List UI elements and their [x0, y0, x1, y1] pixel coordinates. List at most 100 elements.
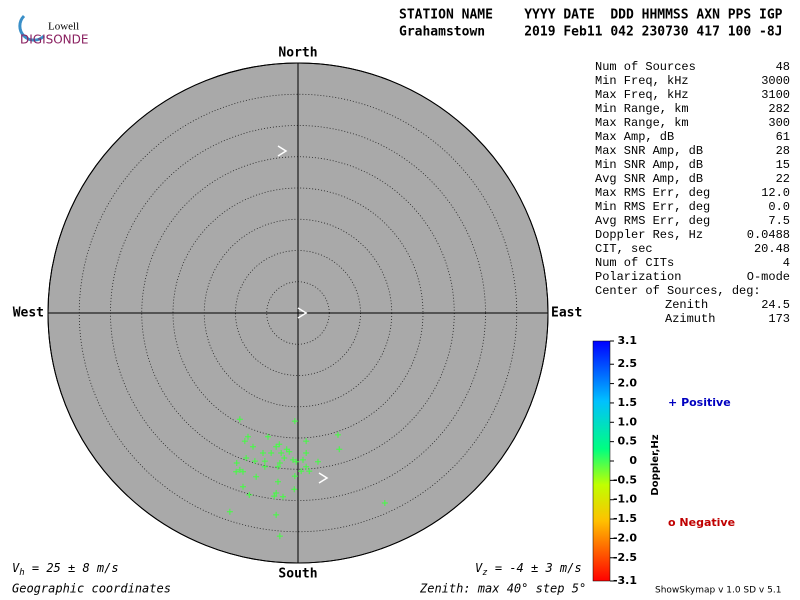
source-point	[253, 473, 260, 480]
colorbar-tick-label: -2.5	[613, 551, 637, 564]
source-point	[335, 431, 341, 438]
colorbar-tick-label: -2.0	[613, 531, 637, 544]
stat-label: Max Range, km	[595, 116, 689, 130]
source-point	[233, 468, 240, 475]
source-point	[243, 455, 250, 461]
stat-value: 22	[776, 172, 790, 186]
stat-value: 3100	[761, 88, 790, 102]
stat-value: 0.0488	[747, 228, 790, 242]
vh-text: Vh = 25 ± 8 m/s	[12, 561, 119, 578]
source-point	[250, 443, 256, 450]
direction-marker	[297, 307, 308, 319]
source-point	[291, 418, 298, 425]
source-point	[240, 483, 246, 490]
stat-label: Min Range, km	[595, 102, 689, 116]
source-point	[261, 463, 268, 470]
source-point	[300, 456, 306, 463]
stat-label: Max SNR Amp, dB	[595, 144, 703, 158]
colorbar-tick-label: 3.1	[618, 334, 638, 347]
source-point	[303, 438, 310, 445]
stat-label: Avg SNR Amp, dB	[595, 172, 703, 186]
source-point	[233, 460, 240, 466]
source-point	[336, 446, 343, 453]
source-point	[298, 468, 305, 475]
colorbar-tick-label: 0.5	[618, 435, 638, 448]
stat-value: 7.5	[768, 214, 790, 228]
source-point	[278, 450, 285, 456]
source-point	[226, 508, 233, 515]
dir-west: West	[13, 306, 44, 321]
stat-label: Zenith	[665, 298, 708, 312]
header-line: STATION NAME YYYY DATE DDD HHMMSS AXN PP…	[399, 8, 783, 23]
source-point	[280, 493, 286, 500]
source-point	[281, 455, 288, 461]
colorbar-title: Doppler,Hz	[650, 434, 661, 495]
stat-value: 20.48	[754, 242, 790, 256]
legend-positive: + Positive	[668, 396, 731, 409]
source-point	[276, 533, 283, 540]
stat-value: 173	[768, 312, 790, 326]
colorbar-tick-label: 2.5	[618, 357, 638, 370]
source-point	[273, 511, 280, 518]
stat-label: Min Freq, kHz	[595, 74, 689, 88]
coords-text: Geographic coordinates	[12, 582, 171, 596]
source-point	[381, 500, 388, 506]
source-point	[303, 450, 310, 456]
source-point	[286, 448, 293, 455]
stat-label: Num of Sources	[595, 60, 696, 74]
dir-east: East	[551, 306, 582, 321]
source-point	[236, 416, 243, 423]
source-point	[275, 478, 281, 485]
source-point	[273, 443, 280, 450]
source-point	[240, 468, 246, 475]
colorbar-tick-label: -1.5	[613, 512, 637, 525]
source-point	[251, 458, 258, 465]
source-point	[236, 466, 243, 473]
legend-negative: o Negative	[668, 516, 735, 529]
colorbar-tick-label: 1.0	[618, 415, 638, 428]
source-point	[241, 438, 248, 445]
stat-label: Avg RMS Err, deg	[595, 214, 710, 228]
colorbar-tick-label: -1.0	[613, 493, 637, 506]
colorbar-tick-label: 1.5	[618, 396, 638, 409]
colorbar-tick-label: -0.5	[613, 473, 637, 486]
stat-value: 12.0	[761, 186, 790, 200]
stat-label: Azimuth	[665, 312, 715, 326]
stat-value: 61	[776, 130, 790, 144]
stat-value: 300	[768, 116, 790, 130]
zenith-text: Zenith: max 40° step 5°	[419, 582, 586, 596]
source-point	[275, 463, 281, 470]
direction-marker	[318, 472, 329, 484]
source-point	[276, 460, 283, 466]
source-point	[290, 456, 296, 463]
stat-label: Min RMS Err, deg	[595, 200, 710, 214]
stat-value: 28	[776, 144, 790, 158]
colorbar	[592, 340, 611, 582]
stat-label: CIT, sec	[595, 242, 653, 256]
stat-label: Min SNR Amp, dB	[595, 158, 703, 172]
stat-value: 0.0	[768, 200, 790, 214]
source-point	[291, 486, 298, 493]
source-point	[260, 450, 266, 456]
source-point	[246, 491, 253, 498]
stat-value: 15	[776, 158, 790, 172]
stat-value: 24.5	[761, 298, 790, 312]
vz-text: Vz = -4 ± 3 m/s	[475, 561, 582, 578]
logo-top: Lowell	[48, 21, 79, 33]
colorbar-tick-label: 0	[629, 454, 637, 467]
source-point	[291, 473, 298, 480]
logo-arc	[18, 14, 46, 42]
stat-label: Polarization	[595, 270, 681, 284]
source-point	[271, 493, 278, 500]
stat-value: 4	[783, 256, 790, 270]
version-text: ShowSkymap v 1.0 SD v 5.1	[655, 586, 781, 596]
source-point	[245, 433, 251, 440]
stat-value: O-mode	[747, 270, 790, 284]
header-line: Grahamstown 2019 Feb11 042 230730 417 10…	[399, 25, 783, 40]
source-point	[315, 458, 321, 465]
stat-label: Max RMS Err, deg	[595, 186, 710, 200]
source-point	[261, 458, 268, 465]
source-point	[265, 433, 271, 440]
stat-label: Doppler Res, Hz	[595, 228, 703, 242]
